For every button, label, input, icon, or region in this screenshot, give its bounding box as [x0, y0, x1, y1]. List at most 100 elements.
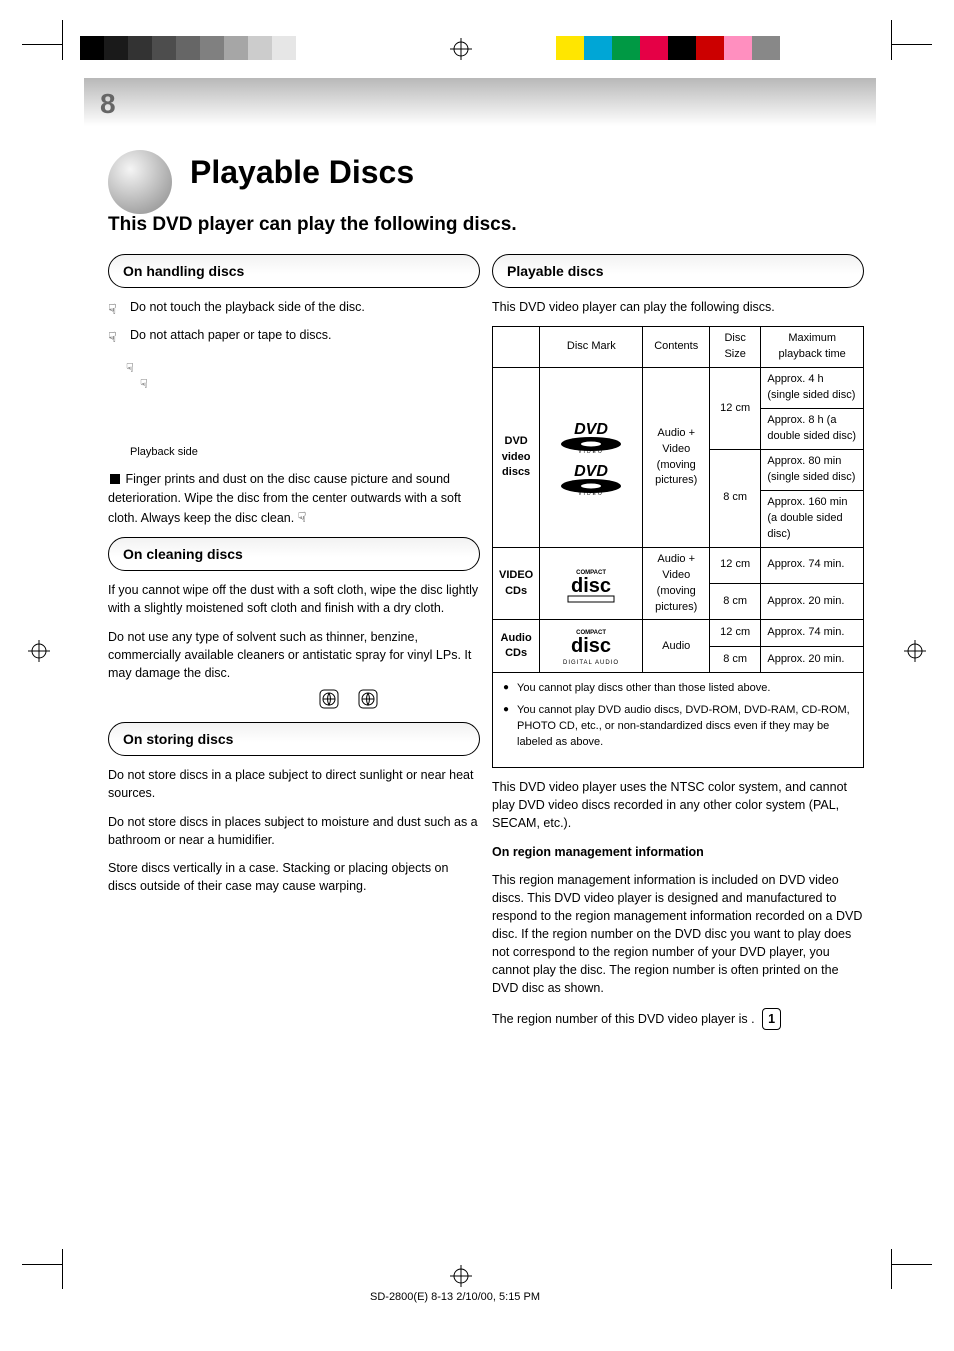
region-heading: On region management information [492, 843, 864, 861]
crop-mark [22, 44, 62, 45]
crop-mark [62, 1249, 63, 1289]
text: The region number of this DVD video play… [492, 1012, 755, 1026]
header-gradient [84, 78, 876, 126]
swatch [724, 36, 752, 60]
handling-p2: ☟ Do not attach paper or tape to discs. [130, 326, 480, 344]
svg-text:DVD: DVD [574, 421, 608, 438]
table-note-2: You cannot play DVD audio discs, DVD-ROM… [503, 703, 853, 751]
col-contents: Contents [643, 327, 709, 368]
time-cell: Approx. 8 h (a double sided disc) [761, 409, 864, 450]
crop-mark [62, 20, 63, 60]
ntsc-note: This DVD video player uses the NTSC colo… [492, 778, 864, 832]
text: Finger prints and dust on the disc cause… [108, 472, 461, 524]
page-title: Playable Discs [190, 154, 414, 191]
time-cell: Approx. 4 h (single sided disc) [761, 368, 864, 409]
crop-mark [892, 44, 932, 45]
svg-text:DIGITAL AUDIO: DIGITAL AUDIO [563, 660, 619, 666]
right-column: Playable discs This DVD video player can… [492, 254, 864, 1040]
row-group-label: Audio CDs [493, 620, 540, 673]
swatch [752, 36, 780, 60]
col-time: Maximum playback time [761, 327, 864, 368]
hand-icon: ☟ [126, 359, 134, 377]
text: Do not attach paper or tape to discs. [130, 328, 332, 342]
playable-intro: This DVD video player can play the follo… [492, 298, 864, 316]
time-cell: Approx. 160 min (a double sided disc) [761, 490, 864, 547]
svg-text:VIDEO: VIDEO [579, 449, 605, 454]
footer-filename: SD-2800(E) 8-13 2/10/00, 5:15 PM [370, 1291, 540, 1303]
storing-p1: Do not store discs in a place subject to… [108, 766, 480, 802]
wedge-step [80, 36, 104, 60]
wedge-step [200, 36, 224, 60]
wedge-step [224, 36, 248, 60]
cleaning-p1: If you cannot wipe off the dust with a s… [108, 581, 480, 617]
swatch [556, 36, 584, 60]
hand-icon: ☟ [140, 375, 148, 393]
handling-p1: ☟ Do not touch the playback side of the … [130, 298, 480, 316]
size-cell: 12 cm [709, 368, 760, 450]
svg-text:VIDEO: VIDEO [579, 491, 605, 496]
storing-p2: Do not store discs in places subject to … [108, 813, 480, 849]
section-heading-cleaning: On cleaning discs [108, 537, 480, 571]
table-row: Audio CDsCOMPACTdiscDIGITAL AUDIOAudio12… [493, 620, 864, 647]
registration-mark-icon [904, 640, 926, 662]
page-subtitle: This DVD player can play the following d… [108, 214, 517, 236]
svg-text:disc: disc [571, 635, 611, 657]
heading-sphere-icon [108, 150, 172, 214]
swatch [668, 36, 696, 60]
color-swatches [556, 36, 780, 60]
registration-mark-icon [450, 1265, 472, 1287]
globe-icon [357, 688, 379, 710]
time-cell: Approx. 74 min. [761, 547, 864, 583]
section-heading-storing: On storing discs [108, 722, 480, 756]
time-cell: Approx. 20 min. [761, 646, 864, 673]
left-column: On handling discs ☟ Do not touch the pla… [108, 254, 480, 905]
stop-icon [110, 474, 120, 484]
bullet-hand-icon: ☟ [108, 327, 117, 347]
disc-logo-cell: DVDVIDEODVDVIDEO [540, 368, 643, 547]
wedge-step [176, 36, 200, 60]
swatch [584, 36, 612, 60]
wedge-step [248, 36, 272, 60]
hand-icon: ☟ [298, 509, 307, 525]
swatch [640, 36, 668, 60]
size-cell: 8 cm [709, 584, 760, 620]
crop-mark [22, 1264, 62, 1265]
contents-cell: Audio + Video (moving pictures) [643, 547, 709, 620]
time-cell: Approx. 80 min (single sided disc) [761, 450, 864, 491]
page-number: 8 [100, 88, 116, 120]
wedge-step [128, 36, 152, 60]
time-cell: Approx. 74 min. [761, 620, 864, 647]
table-row: VIDEO CDsCOMPACTdiscAudio + Video (movin… [493, 547, 864, 583]
col-blank [493, 327, 540, 368]
table-note-1: You cannot play discs other than those l… [503, 681, 853, 697]
text: Do not touch the playback side of the di… [130, 300, 365, 314]
grayscale-wedge [80, 36, 320, 60]
disc-logo-cell: COMPACTdisc [540, 547, 643, 620]
crop-mark [892, 1264, 932, 1265]
region-number-badge: 1 [762, 1008, 781, 1030]
wedge-step [104, 36, 128, 60]
table-row: DVD video discsDVDVIDEODVDVIDEOAudio + V… [493, 368, 864, 409]
swatch [612, 36, 640, 60]
registration-mark-icon [450, 38, 472, 60]
col-mark: Disc Mark [540, 327, 643, 368]
registration-mark-icon [28, 640, 50, 662]
globe-icon [318, 688, 340, 710]
col-size: Disc Size [709, 327, 760, 368]
wedge-step [272, 36, 296, 60]
time-cell: Approx. 20 min. [761, 584, 864, 620]
section-heading-playable: Playable discs [492, 254, 864, 288]
crop-mark [891, 1249, 892, 1289]
size-cell: 12 cm [709, 547, 760, 583]
size-cell: 8 cm [709, 450, 760, 548]
svg-text:disc: disc [571, 575, 611, 597]
cleaning-p2: Do not use any type of solvent such as t… [108, 628, 480, 682]
wedge-step [152, 36, 176, 60]
row-group-label: VIDEO CDs [493, 547, 540, 620]
playable-discs-table: Disc Mark Contents Disc Size Maximum pla… [492, 326, 864, 673]
size-cell: 8 cm [709, 646, 760, 673]
swatch [696, 36, 724, 60]
fingerprint-note: Finger prints and dust on the disc cause… [108, 470, 480, 527]
table-header-row: Disc Mark Contents Disc Size Maximum pla… [493, 327, 864, 368]
section-heading-handling: On handling discs [108, 254, 480, 288]
